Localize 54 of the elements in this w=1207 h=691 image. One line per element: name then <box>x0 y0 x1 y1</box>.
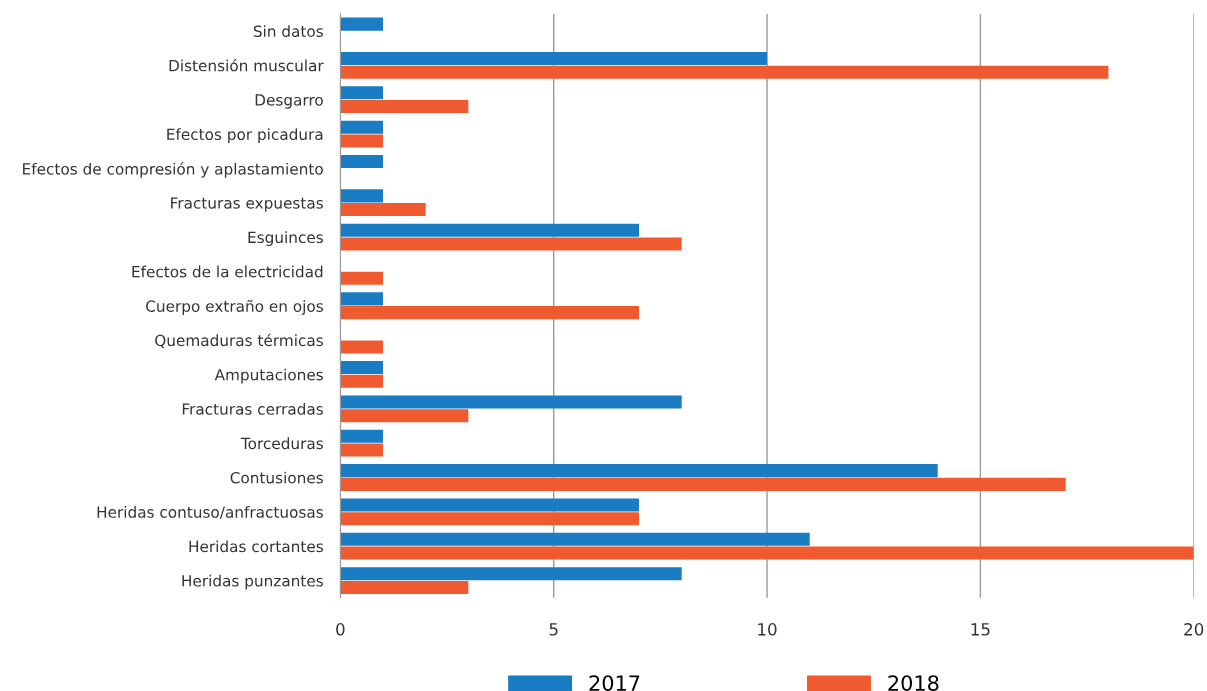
x-tick-label: 15 <box>971 623 990 636</box>
bar <box>340 464 938 478</box>
y-tick-label: Heridas contuso/anfractuosas <box>97 506 323 520</box>
y-tick-label: Torceduras <box>240 437 323 450</box>
y-tick-label: Efectos de compresión y aplastamiento <box>23 162 323 178</box>
y-tick-label: Contusiones <box>230 471 323 484</box>
x-tick-label: 20 <box>1184 623 1204 636</box>
bar <box>340 223 640 237</box>
bar <box>340 395 682 409</box>
bar <box>340 65 1109 79</box>
y-tick-label: Distensión muscular <box>169 58 324 72</box>
bar <box>340 443 384 457</box>
legend-label: 2017 <box>589 675 640 691</box>
y-tick-label: Heridas punzantes <box>182 574 323 590</box>
bar <box>340 306 640 320</box>
y-tick-label: Quemaduras térmicas <box>155 333 323 348</box>
bar <box>340 429 384 443</box>
bar <box>340 546 1194 560</box>
bar <box>340 237 682 251</box>
y-tick-label: Fracturas expuestas <box>171 197 323 212</box>
bar <box>340 477 1066 491</box>
bar <box>340 51 768 65</box>
y-tick-label: Heridas cortantes <box>189 540 323 553</box>
bar <box>340 203 426 217</box>
x-tick-label: 10 <box>758 623 777 636</box>
bar <box>340 512 640 526</box>
y-tick-label: Amputaciones <box>214 368 323 384</box>
legend-label: 2018 <box>888 675 939 691</box>
bar <box>340 567 682 581</box>
bar <box>340 580 469 594</box>
bar <box>340 134 384 148</box>
y-tick-label: Efectos por picadura <box>167 128 323 144</box>
bar <box>340 120 384 134</box>
y-tick-label: Sin datos <box>253 25 323 38</box>
y-tick-label: Efectos de la electricidad <box>132 265 323 278</box>
bar <box>340 374 384 388</box>
bar <box>340 292 384 306</box>
bar <box>340 271 384 285</box>
bar <box>340 409 469 423</box>
bar <box>340 340 384 354</box>
bar <box>340 17 384 31</box>
y-tick-label: Desgarro <box>255 94 323 109</box>
bar <box>340 86 384 100</box>
bar <box>340 154 384 169</box>
bar <box>340 498 640 512</box>
x-tick-label: 0 <box>336 623 345 636</box>
bar <box>340 361 384 375</box>
x-tick-label: 5 <box>549 623 558 636</box>
y-tick-label: Fracturas cerradas <box>182 403 323 415</box>
bar <box>340 189 384 203</box>
bar <box>340 532 810 546</box>
y-tick-label: Cuerpo extraño en ojos <box>146 299 323 315</box>
y-tick-label: Esguinces <box>248 231 323 247</box>
bar <box>340 100 469 114</box>
